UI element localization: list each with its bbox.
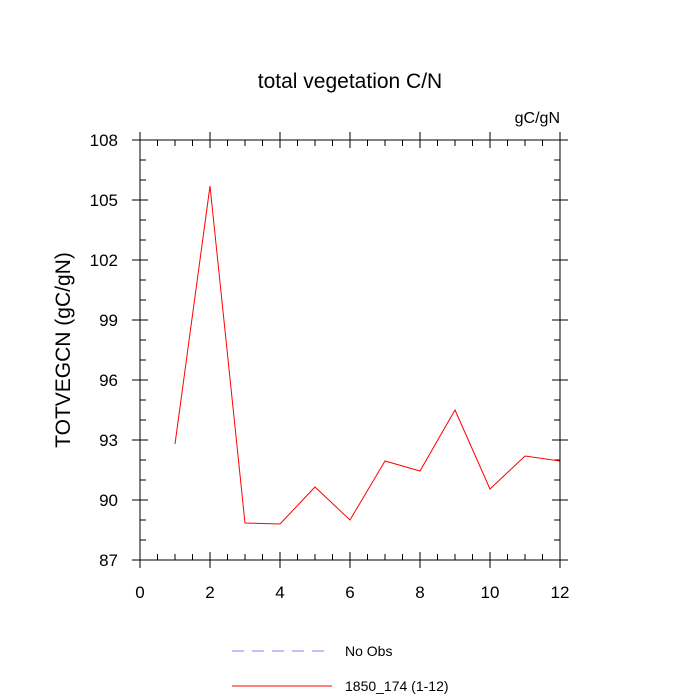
series-lines [174,185,561,525]
y-axis-label: TOTVEGCN (gC/gN) [52,252,75,448]
y-tick-label: 90 [99,491,118,510]
legend-label-1: No Obs [345,643,392,659]
minor-ticks [140,140,560,560]
y-tick-label: 87 [99,551,118,570]
x-tick-label: 10 [481,583,500,602]
legend: No Obs 1850_174 (1-12) [232,643,449,694]
y-tick-label: 99 [99,311,118,330]
x-tick-label: 8 [415,583,424,602]
major-ticks [132,132,568,568]
series-line-2 [174,185,561,525]
y-tick-labels: 87 90 93 96 99 102 105 108 [90,131,118,570]
legend-label-2: 1850_174 (1-12) [345,678,449,694]
x-tick-label: 12 [551,583,570,602]
x-tick-labels: 0 2 4 6 8 10 12 [135,583,569,602]
x-tick-label: 0 [135,583,144,602]
x-tick-label: 6 [345,583,354,602]
chart-title: total vegetation C/N [258,70,442,93]
x-tick-label: 2 [205,583,214,602]
y-tick-label: 105 [90,191,118,210]
plot-frame [139,139,561,561]
y-tick-label: 96 [99,371,118,390]
y-tick-label: 93 [99,431,118,450]
x-tick-label: 4 [275,583,284,602]
units-label: gC/gN [515,110,560,127]
y-tick-label: 108 [90,131,118,150]
y-tick-label: 102 [90,251,118,270]
